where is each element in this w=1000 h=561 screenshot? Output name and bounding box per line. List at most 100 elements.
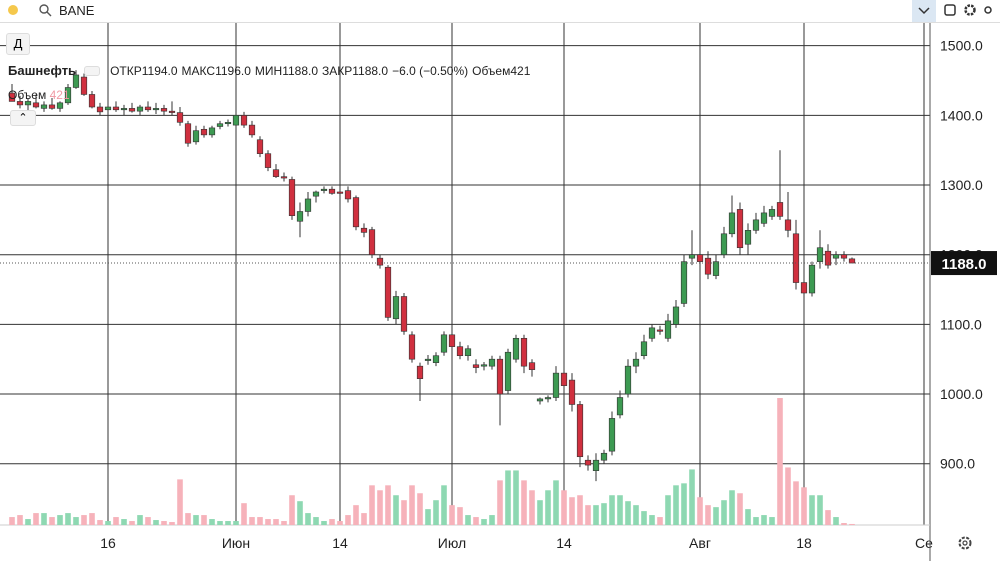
- candle-body: [264, 153, 272, 168]
- candle-body: [728, 212, 736, 235]
- open-value: 1194.0: [141, 63, 178, 78]
- volume-bar: [345, 515, 351, 525]
- volume-bar: [473, 517, 479, 525]
- candle-body: [208, 127, 216, 136]
- volume-bar: [409, 485, 415, 525]
- candle-body: [24, 101, 32, 106]
- candle-body: [64, 87, 72, 104]
- candle-body: [104, 106, 112, 111]
- volume-bar: [153, 520, 159, 525]
- candle-body: [600, 452, 608, 461]
- candle-body: [32, 102, 40, 108]
- volume-bar: [553, 480, 559, 525]
- volume-bar: [705, 505, 711, 525]
- volume-bar: [169, 522, 175, 525]
- candle-body: [440, 334, 448, 353]
- candle-body: [536, 398, 544, 402]
- candle-body: [816, 247, 824, 262]
- volume-bar: [233, 521, 239, 525]
- collapse-button[interactable]: ⌃: [10, 110, 36, 126]
- volume-bar: [817, 495, 823, 525]
- settings-icon: [958, 536, 972, 550]
- volume-bar: [833, 517, 839, 525]
- candle-body: [368, 229, 376, 255]
- volume-bar: [745, 509, 751, 525]
- y-tick-label: 1000.0: [940, 386, 983, 402]
- candle-body: [160, 108, 168, 112]
- candle-body: [704, 257, 712, 275]
- low-label: МИН: [254, 63, 283, 78]
- candle-body: [584, 459, 592, 466]
- close-label: ЗАКР: [322, 63, 353, 78]
- volume-bar: [465, 515, 471, 525]
- volume-bar: [537, 500, 543, 525]
- volume-bar: [385, 485, 391, 525]
- settings-icon[interactable]: [958, 536, 972, 550]
- volume-bar: [649, 515, 655, 525]
- volume-bar: [625, 501, 631, 525]
- legend-toggle[interactable]: [84, 65, 101, 76]
- volume-bar: [545, 490, 551, 525]
- candle-body: [648, 327, 656, 339]
- candle-body: [720, 233, 728, 255]
- candle-body: [616, 397, 624, 416]
- candle-body: [240, 115, 248, 126]
- candle-body: [504, 351, 512, 391]
- y-tick-label: 1400.0: [940, 107, 983, 123]
- candle-body: [128, 108, 136, 112]
- candle-body: [232, 115, 240, 126]
- symbol[interactable]: BANE: [59, 3, 95, 18]
- candle-body: [8, 92, 16, 102]
- candle-body: [664, 320, 672, 339]
- volume-label: Объем: [8, 88, 47, 102]
- volume-bar: [377, 490, 383, 525]
- volume-bar: [825, 510, 831, 525]
- candle-body: [784, 219, 792, 231]
- settings-icon: [962, 540, 968, 546]
- volume-bar: [617, 495, 623, 525]
- settings-button[interactable]: [964, 4, 976, 16]
- change: −6.0 (−0.50%): [392, 63, 469, 78]
- volume-bar: [9, 517, 15, 525]
- volume-bar: [793, 481, 799, 525]
- candle-body: [296, 211, 304, 222]
- candle-body: [168, 110, 176, 113]
- candle-body: [56, 102, 64, 109]
- volume-bar: [689, 469, 695, 525]
- volume-bar: [41, 513, 47, 525]
- search-icon[interactable]: [39, 4, 49, 14]
- candle-body: [200, 128, 208, 136]
- x-tick-label: Се: [915, 535, 933, 551]
- candle-body: [360, 227, 368, 233]
- volume-legend: Объем 421: [8, 88, 70, 102]
- candle-body: [680, 261, 688, 304]
- volume-bar: [673, 485, 679, 525]
- interval-button[interactable]: Д: [6, 33, 30, 55]
- volume-bar: [785, 467, 791, 525]
- volume-bar: [337, 521, 343, 525]
- candle-body: [624, 365, 632, 395]
- volume-bar: [481, 519, 487, 525]
- candle-body: [736, 209, 744, 249]
- volume-bar: [401, 500, 407, 525]
- candle-body: [792, 233, 800, 283]
- volume-bar: [449, 505, 455, 525]
- volume-bar: [105, 521, 111, 525]
- volume-bar: [529, 490, 535, 525]
- volume-bar: [273, 519, 279, 525]
- volume-bar: [761, 515, 767, 525]
- dropdown[interactable]: [912, 0, 936, 22]
- close-button[interactable]: [984, 6, 992, 14]
- instrument-name: Башнефть: [8, 63, 77, 78]
- volume-bar: [577, 495, 583, 525]
- volume-bar: [17, 515, 23, 525]
- volume-bar: [393, 495, 399, 525]
- candle-body: [496, 358, 504, 395]
- candle-body: [216, 123, 224, 127]
- candle-body: [760, 212, 768, 224]
- candle-body: [568, 379, 576, 405]
- volume-bar: [225, 521, 231, 525]
- high-label: МАКС: [181, 63, 216, 78]
- window-button[interactable]: [944, 4, 956, 16]
